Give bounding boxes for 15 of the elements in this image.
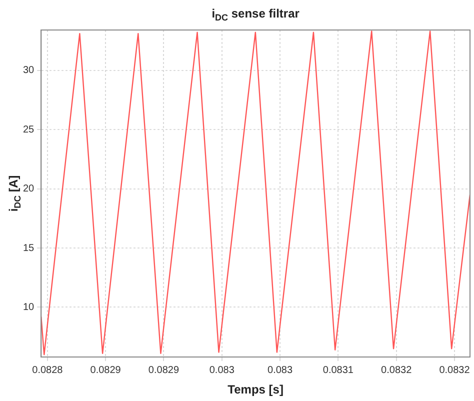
x-axis-title: Temps [s] xyxy=(228,382,284,396)
x-tick-label: 0.083 xyxy=(209,364,235,376)
y-tick-label: 30 xyxy=(23,65,35,76)
x-tick-label: 0.0829 xyxy=(148,364,180,376)
x-tick-label: 0.083 xyxy=(268,364,293,376)
x-tick-label: 0.0832 xyxy=(381,364,412,376)
y-tick-label: 25 xyxy=(23,124,35,136)
y-tick-label: 20 xyxy=(23,184,35,195)
x-tick-label: 0.0831 xyxy=(322,364,354,376)
x-tick-label: 0.0828 xyxy=(32,364,64,376)
x-tick-label: 0.0832 xyxy=(439,364,470,376)
y-axis-title: iDC [A] xyxy=(6,175,23,212)
x-tick-label: 0.0829 xyxy=(90,364,122,376)
y-tick-label: 15 xyxy=(23,242,35,254)
y-tick-label: 10 xyxy=(23,302,35,313)
